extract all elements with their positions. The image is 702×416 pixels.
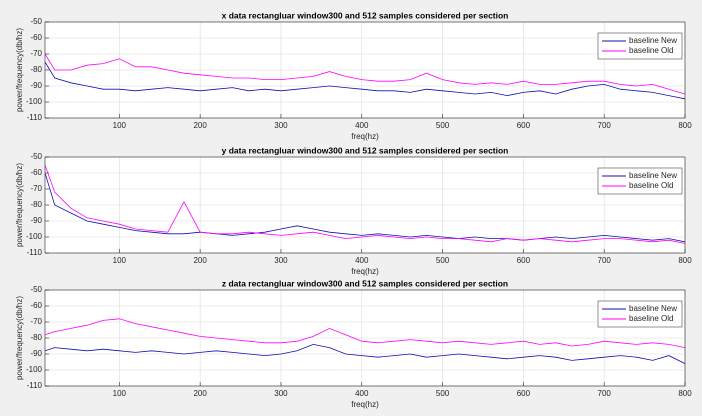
y-axis-label: power/frequency(db/hz) (15, 28, 24, 112)
y-axis-label: power/frequency(db/hz) (15, 296, 24, 380)
legend-box (597, 32, 683, 60)
series-line (45, 343, 685, 364)
x-tick-label: 500 (436, 121, 450, 130)
legend-label: baseline Old (629, 314, 673, 323)
x-axis-label: freq(hz) (351, 267, 379, 276)
x-tick-label: 200 (193, 389, 207, 398)
x-tick-label: 300 (274, 256, 288, 265)
x-tick-label: 700 (598, 389, 612, 398)
x-tick-label: 700 (598, 256, 612, 265)
y-tick-label: -100 (26, 232, 43, 241)
x-tick-label: 600 (517, 256, 531, 265)
legend-box (597, 300, 683, 328)
x-tick-label: 200 (193, 256, 207, 265)
series-line (45, 318, 685, 348)
y-tick-label: -70 (30, 317, 42, 326)
axes-box (44, 156, 686, 254)
x-tick-label: 400 (355, 389, 369, 398)
x-tick-label: 500 (436, 256, 450, 265)
legend-label: baseline New (629, 36, 677, 45)
y-tick-label: -70 (30, 184, 42, 193)
chart-title: z data rectangluar window300 and 512 sam… (222, 278, 508, 288)
x-tick-label: 100 (113, 121, 127, 130)
x-tick-label: 600 (517, 121, 531, 130)
y-tick-label: -100 (26, 97, 43, 106)
x-tick-label: 400 (355, 121, 369, 130)
chart-title: x data rectangluar window300 and 512 sam… (222, 10, 509, 20)
y-tick-label: -90 (30, 216, 42, 225)
y-tick-label: -50 (30, 17, 42, 26)
legend-box (597, 167, 683, 195)
y-tick-label: -100 (26, 365, 43, 374)
y-tick-label: -90 (30, 349, 42, 358)
x-tick-label: 800 (678, 389, 692, 398)
y-tick-label: -110 (27, 248, 43, 257)
x-axis-label: freq(hz) (351, 132, 379, 141)
series-line (45, 164, 685, 244)
y-tick-label: -60 (30, 301, 42, 310)
x-tick-label: 600 (517, 389, 531, 398)
x-tick-label: 700 (598, 121, 612, 130)
legend-label: baseline Old (629, 46, 673, 55)
x-tick-label: 300 (274, 121, 288, 130)
chart-title: y data rectangluar window300 and 512 sam… (222, 145, 509, 155)
y-tick-label: -70 (30, 49, 42, 58)
x-tick-label: 300 (274, 389, 288, 398)
axes-box (44, 21, 686, 119)
series-line (45, 172, 685, 243)
y-tick-label: -110 (27, 113, 43, 122)
x-tick-label: 100 (113, 389, 127, 398)
series-line (45, 53, 685, 95)
y-tick-label: -90 (30, 81, 42, 90)
x-tick-label: 800 (678, 121, 692, 130)
y-tick-label: -80 (30, 333, 42, 342)
x-tick-label: 400 (355, 256, 369, 265)
x-tick-label: 100 (113, 256, 127, 265)
axes-box (44, 289, 686, 387)
legend-label: baseline Old (629, 181, 673, 190)
legend-label: baseline New (629, 171, 677, 180)
x-tick-label: 200 (193, 121, 207, 130)
x-tick-label: 800 (678, 256, 692, 265)
y-tick-label: -50 (30, 152, 42, 161)
y-tick-label: -110 (27, 381, 43, 390)
x-axis-label: freq(hz) (351, 400, 379, 409)
y-tick-label: -80 (30, 65, 42, 74)
y-tick-label: -80 (30, 200, 42, 209)
y-tick-label: -60 (30, 33, 42, 42)
series-line (45, 61, 685, 100)
y-tick-label: -50 (30, 285, 42, 294)
x-tick-label: 500 (436, 389, 450, 398)
legend-label: baseline New (629, 304, 677, 313)
y-tick-label: -60 (30, 168, 42, 177)
y-axis-label: power/frequency(db/hz) (15, 163, 24, 247)
